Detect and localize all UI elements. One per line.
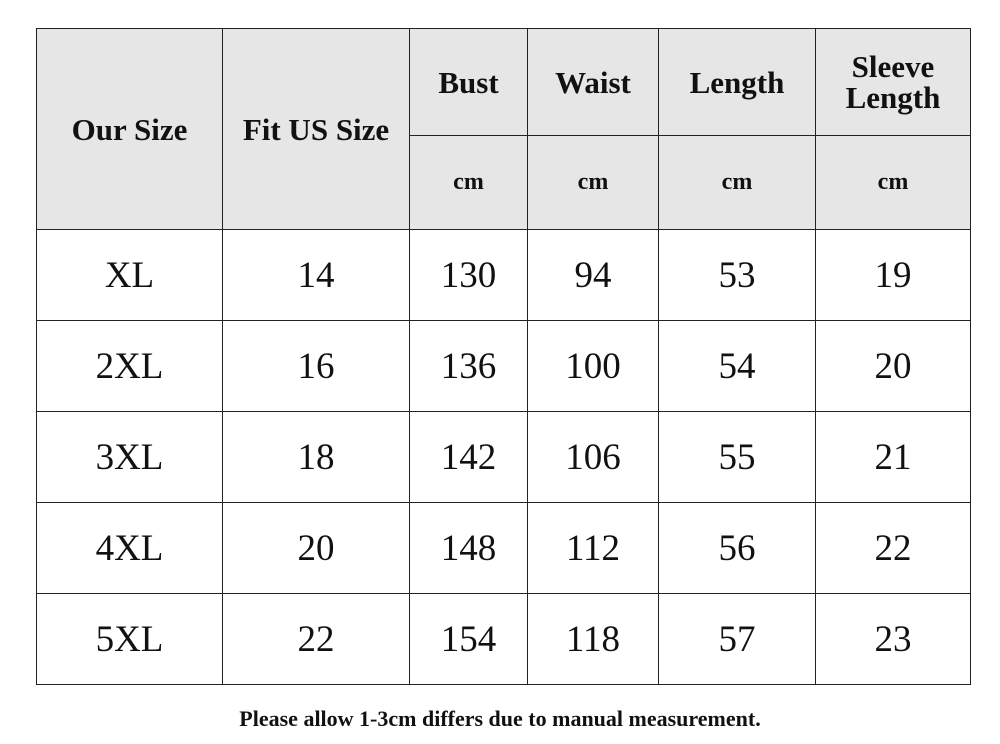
unit-cell: cm (409, 135, 528, 230)
header-cell: Waist (527, 28, 659, 136)
data-row: 5XL 22 154 118 57 23 (36, 593, 971, 685)
data-cell: 148 (409, 502, 528, 594)
data-cell: 100 (527, 320, 659, 412)
data-cell: 22 (222, 593, 410, 685)
data-row: 4XL 20 148 112 56 22 (36, 502, 971, 594)
unit-cell: cm (658, 135, 816, 230)
size-table: Our Size Fit US Size Bust Waist Length S… (36, 28, 971, 685)
data-cell: 22 (815, 502, 971, 594)
data-cell: 130 (409, 229, 528, 321)
data-cell: 14 (222, 229, 410, 321)
data-cell: 57 (658, 593, 816, 685)
header-cell: Fit US Size (222, 28, 410, 230)
data-cell: 56 (658, 502, 816, 594)
data-cell: 5XL (36, 593, 223, 685)
data-cell: 112 (527, 502, 659, 594)
data-cell: 2XL (36, 320, 223, 412)
data-cell: 54 (658, 320, 816, 412)
data-cell: 53 (658, 229, 816, 321)
footer-note: Please allow 1-3cm differs due to manual… (239, 706, 761, 731)
data-cell: 20 (815, 320, 971, 412)
data-cell: 3XL (36, 411, 223, 503)
unit-cell: cm (815, 135, 971, 230)
data-cell: 18 (222, 411, 410, 503)
unit-row: cm cm cm cm (37, 135, 971, 230)
data-cell: 106 (527, 411, 659, 503)
data-cell: 16 (222, 320, 410, 412)
unit-cell: cm (527, 135, 659, 230)
data-cell: 4XL (36, 502, 223, 594)
header-row: Our Size Fit US Size Bust Waist Length S… (36, 28, 971, 230)
data-cell: 154 (409, 593, 528, 685)
header-cell: Bust (409, 28, 528, 136)
data-cell: 20 (222, 502, 410, 594)
data-cell: 118 (527, 593, 659, 685)
header-cell: Sleeve Length (815, 28, 971, 136)
data-cell: 142 (409, 411, 528, 503)
header-cell: Length (658, 28, 816, 136)
data-cell: 21 (815, 411, 971, 503)
data-cell: 136 (409, 320, 528, 412)
header-cell: Our Size (36, 28, 223, 230)
data-cell: 23 (815, 593, 971, 685)
data-cell: 19 (815, 229, 971, 321)
data-row: 3XL 18 142 106 55 21 (36, 411, 971, 503)
table-body: Our Size Fit US Size Bust Waist Length S… (36, 28, 971, 685)
data-cell: XL (36, 229, 223, 321)
data-row: 2XL 16 136 100 54 20 (36, 320, 971, 412)
data-row: XL 14 130 94 53 19 (36, 229, 971, 321)
data-cell: 94 (527, 229, 659, 321)
data-cell: 55 (658, 411, 816, 503)
